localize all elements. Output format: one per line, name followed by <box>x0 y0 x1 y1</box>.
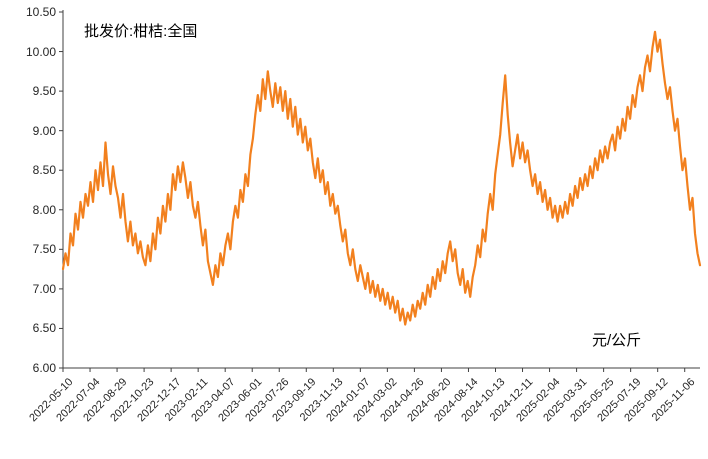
chart-title: 批发价:柑桔:全国 <box>84 23 198 40</box>
y-axis-label: 7.50 <box>32 242 56 257</box>
y-axis-label: 10.00 <box>25 44 56 59</box>
y-axis-label: 7.00 <box>32 281 56 296</box>
y-axis-label: 8.50 <box>32 163 56 178</box>
y-axis-label: 8.00 <box>32 202 56 217</box>
series-line <box>61 30 702 326</box>
y-axis-label: 9.50 <box>32 84 56 99</box>
y-axis-label: 9.00 <box>32 123 56 138</box>
y-axis-label: 6.00 <box>32 361 56 375</box>
y-axis-label: 10.50 <box>25 5 56 19</box>
y-axis-label: 6.50 <box>32 321 56 336</box>
unit-label: 元/公斤 <box>592 332 642 349</box>
